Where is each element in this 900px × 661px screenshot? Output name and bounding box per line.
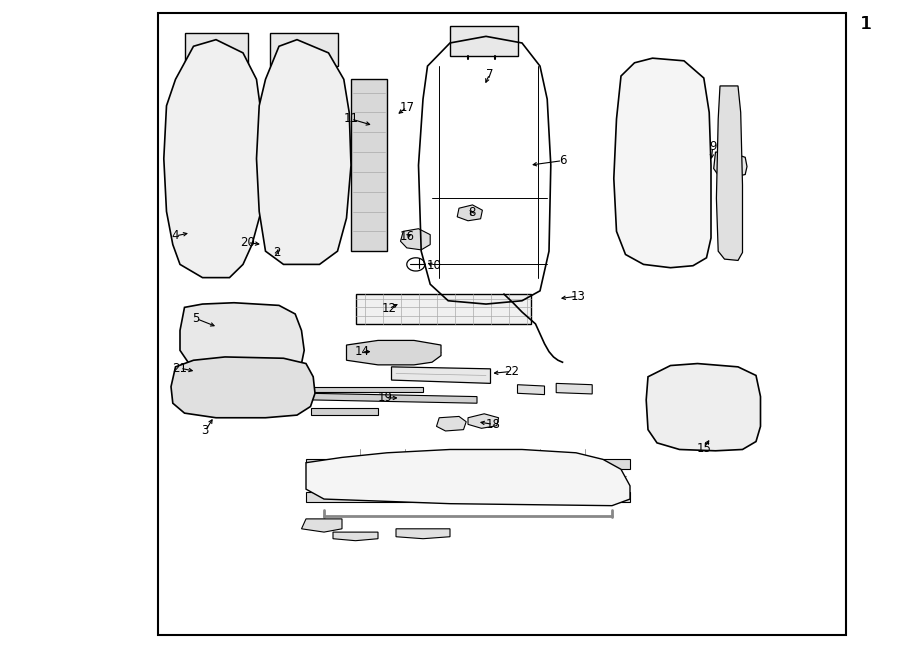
Text: 19: 19 xyxy=(378,391,392,405)
Polygon shape xyxy=(310,408,378,415)
Text: 1: 1 xyxy=(860,15,871,34)
Text: 13: 13 xyxy=(571,290,585,303)
Polygon shape xyxy=(356,294,531,324)
Text: 6: 6 xyxy=(559,154,566,167)
Text: 5: 5 xyxy=(193,312,200,325)
Polygon shape xyxy=(310,393,477,403)
Text: 3: 3 xyxy=(202,424,209,438)
Text: 12: 12 xyxy=(382,302,396,315)
Text: 16: 16 xyxy=(400,230,414,243)
Polygon shape xyxy=(256,40,351,264)
Polygon shape xyxy=(346,340,441,365)
Polygon shape xyxy=(614,58,711,268)
Text: 17: 17 xyxy=(400,100,414,114)
Polygon shape xyxy=(164,40,263,278)
Polygon shape xyxy=(396,529,450,539)
Polygon shape xyxy=(171,357,315,418)
Text: 7: 7 xyxy=(486,67,493,81)
Polygon shape xyxy=(714,152,747,177)
Text: 20: 20 xyxy=(240,236,255,249)
Polygon shape xyxy=(716,86,742,260)
Polygon shape xyxy=(310,387,423,392)
Text: 21: 21 xyxy=(173,362,187,375)
Text: 18: 18 xyxy=(486,418,500,431)
Polygon shape xyxy=(556,383,592,394)
Text: 14: 14 xyxy=(355,345,369,358)
Polygon shape xyxy=(518,385,544,395)
Polygon shape xyxy=(351,79,387,251)
Polygon shape xyxy=(457,205,482,221)
Polygon shape xyxy=(436,416,466,431)
Text: 22: 22 xyxy=(504,365,518,378)
Text: 11: 11 xyxy=(344,112,358,126)
Text: 4: 4 xyxy=(172,229,179,243)
Polygon shape xyxy=(333,532,378,541)
Polygon shape xyxy=(302,519,342,532)
Text: 2: 2 xyxy=(274,246,281,259)
Polygon shape xyxy=(306,459,630,469)
Text: 10: 10 xyxy=(427,259,441,272)
Polygon shape xyxy=(646,364,760,451)
Text: 9: 9 xyxy=(709,140,716,153)
Polygon shape xyxy=(400,229,430,250)
Polygon shape xyxy=(270,33,338,66)
Polygon shape xyxy=(673,390,707,400)
Polygon shape xyxy=(450,26,518,56)
Bar xyxy=(158,13,846,635)
Text: 1: 1 xyxy=(861,15,872,34)
Polygon shape xyxy=(184,33,248,66)
Polygon shape xyxy=(468,414,499,428)
Polygon shape xyxy=(306,492,630,502)
Polygon shape xyxy=(306,449,630,506)
Text: 15: 15 xyxy=(697,442,711,455)
Polygon shape xyxy=(392,367,491,383)
Polygon shape xyxy=(180,303,304,373)
Text: 8: 8 xyxy=(468,206,475,219)
